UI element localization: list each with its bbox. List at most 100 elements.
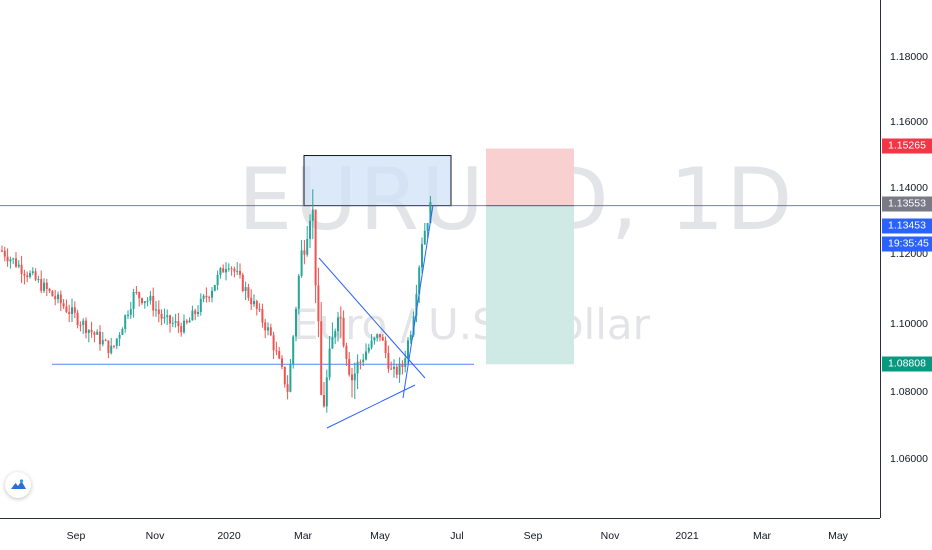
- candle-body: [143, 301, 146, 304]
- candle-body: [398, 363, 401, 375]
- candle-body: [255, 300, 258, 309]
- candle-body: [404, 358, 407, 368]
- candle-body: [250, 297, 253, 305]
- candle-body: [216, 274, 219, 286]
- candle-body: [118, 334, 121, 339]
- candle-body: [169, 315, 171, 324]
- candle-body: [418, 267, 421, 295]
- candle-body: [278, 351, 281, 359]
- time-tick: Mar: [752, 530, 772, 542]
- candle-body: [244, 287, 247, 291]
- candle-body: [233, 268, 236, 272]
- candle-body: [101, 340, 104, 345]
- candle-body: [390, 368, 393, 370]
- candle-body: [300, 250, 303, 276]
- candle-body: [166, 315, 169, 318]
- candle-body: [110, 345, 113, 354]
- candle-body: [152, 295, 155, 311]
- candle-body: [230, 268, 233, 270]
- candle-body: [297, 275, 300, 309]
- price-tick: 1.06000: [890, 453, 928, 465]
- candle-body: [395, 366, 398, 375]
- candle-body: [157, 309, 160, 314]
- candle-body: [177, 321, 180, 327]
- candle-body: [314, 209, 317, 286]
- candle-body: [253, 300, 255, 305]
- candle-body: [9, 259, 12, 262]
- chart-area[interactable]: EURUSD, 1D Euro / U.S. Dollar: [0, 0, 880, 518]
- candle-body: [337, 317, 339, 332]
- candle-body: [191, 310, 194, 321]
- candle-body: [155, 309, 157, 311]
- candle-body: [146, 300, 149, 302]
- candle-body: [387, 352, 390, 369]
- candle-body: [149, 295, 152, 301]
- candle-body: [3, 250, 6, 257]
- candle-body: [275, 350, 278, 352]
- candle-body: [40, 279, 43, 291]
- time-tick: 2021: [675, 530, 699, 542]
- candle-body: [429, 202, 432, 224]
- candle-body: [20, 264, 23, 274]
- price-axis[interactable]: 1.18000 1.16000 1.14000 1.12000 1.10000 …: [880, 0, 932, 518]
- candle-body: [90, 329, 93, 333]
- bar-countdown-label: 19:35:45: [882, 236, 932, 252]
- candle-body: [281, 358, 283, 367]
- candle-body: [286, 384, 289, 392]
- candle-body: [261, 308, 264, 323]
- candle-body: [141, 298, 143, 304]
- candle-body: [194, 310, 197, 315]
- time-tick: Jul: [450, 530, 464, 542]
- candle-body: [51, 290, 54, 297]
- candle-body: [163, 317, 166, 319]
- candle-body: [401, 363, 404, 368]
- candle-body: [345, 345, 348, 359]
- take-profit-zone: [486, 205, 574, 365]
- candle-body: [241, 274, 244, 291]
- resistance-zone-box: [303, 155, 452, 207]
- time-tick: Nov: [600, 530, 620, 542]
- price-tick: 1.16000: [890, 116, 928, 128]
- time-tick: Sep: [523, 530, 543, 542]
- time-tick: May: [370, 530, 390, 542]
- breakout-trendline: [402, 204, 434, 399]
- time-tick: 2020: [217, 530, 241, 542]
- time-tick: Mar: [293, 530, 313, 542]
- candle-body: [331, 337, 334, 349]
- candle-body: [37, 279, 40, 281]
- candle-body: [289, 364, 292, 392]
- candle-body: [407, 340, 409, 359]
- crosshair-price-label: 1.13553: [882, 196, 932, 212]
- candle-body: [6, 256, 9, 262]
- candle-body: [62, 303, 65, 307]
- candle-body: [104, 340, 107, 342]
- candle-body: [381, 337, 384, 341]
- target-price-label: 1.08808: [882, 356, 932, 372]
- candle-body: [129, 308, 132, 315]
- candle-body: [54, 296, 57, 300]
- time-axis[interactable]: Sep Nov 2020 Mar May Jul Sep Nov 2021 Ma…: [0, 518, 880, 550]
- description-watermark: Euro / U.S. Dollar: [292, 300, 650, 349]
- tradingview-logo-icon[interactable]: [5, 472, 31, 498]
- price-tick: 1.18000: [890, 51, 928, 63]
- candle-body: [115, 338, 118, 346]
- candle-body: [283, 366, 286, 385]
- time-tick: Sep: [66, 530, 86, 542]
- price-chart[interactable]: [0, 0, 880, 518]
- candle-body: [127, 314, 129, 316]
- candle-body: [185, 320, 188, 323]
- candle-body: [236, 270, 239, 272]
- candle-body: [57, 294, 59, 300]
- candle-body: [412, 316, 415, 335]
- time-tick: Nov: [145, 530, 165, 542]
- candle-body: [306, 238, 309, 255]
- candle-body: [393, 366, 395, 369]
- candle-body: [295, 308, 297, 337]
- candle-body: [124, 315, 127, 329]
- candle-body: [15, 258, 17, 267]
- candle-body: [303, 250, 306, 255]
- candle-body: [227, 268, 230, 270]
- candle-body: [365, 351, 367, 360]
- time-tick: May: [828, 530, 848, 542]
- candle-body: [197, 312, 199, 315]
